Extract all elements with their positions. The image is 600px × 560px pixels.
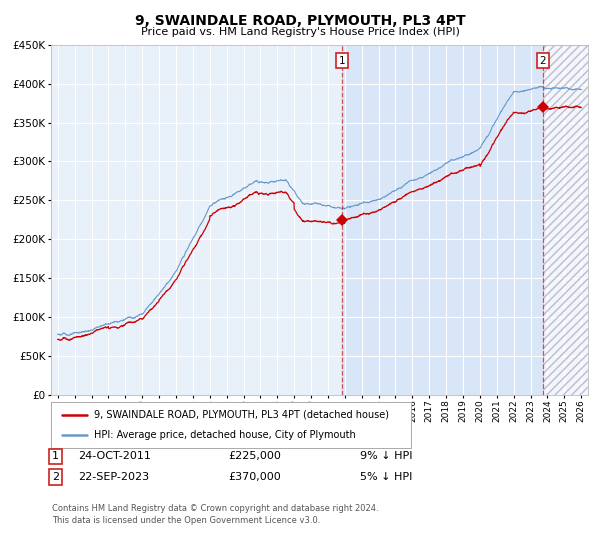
Text: 9, SWAINDALE ROAD, PLYMOUTH, PL3 4PT: 9, SWAINDALE ROAD, PLYMOUTH, PL3 4PT <box>134 14 466 28</box>
Bar <box>342 45 543 395</box>
Bar <box>543 45 588 395</box>
Bar <box>543 45 588 395</box>
Text: 5% ↓ HPI: 5% ↓ HPI <box>360 472 412 482</box>
Text: HPI: Average price, detached house, City of Plymouth: HPI: Average price, detached house, City… <box>94 430 356 440</box>
Text: £370,000: £370,000 <box>228 472 281 482</box>
Text: £225,000: £225,000 <box>228 451 281 461</box>
Text: 22-SEP-2023: 22-SEP-2023 <box>78 472 149 482</box>
Text: Price paid vs. HM Land Registry's House Price Index (HPI): Price paid vs. HM Land Registry's House … <box>140 27 460 37</box>
Text: 1: 1 <box>338 55 345 66</box>
Text: 9, SWAINDALE ROAD, PLYMOUTH, PL3 4PT (detached house): 9, SWAINDALE ROAD, PLYMOUTH, PL3 4PT (de… <box>94 410 389 420</box>
Text: 2: 2 <box>52 472 59 482</box>
Text: Contains HM Land Registry data © Crown copyright and database right 2024.
This d: Contains HM Land Registry data © Crown c… <box>52 504 379 525</box>
Text: 24-OCT-2011: 24-OCT-2011 <box>78 451 151 461</box>
Text: 2: 2 <box>539 55 546 66</box>
Text: 9% ↓ HPI: 9% ↓ HPI <box>360 451 413 461</box>
Text: 1: 1 <box>52 451 59 461</box>
